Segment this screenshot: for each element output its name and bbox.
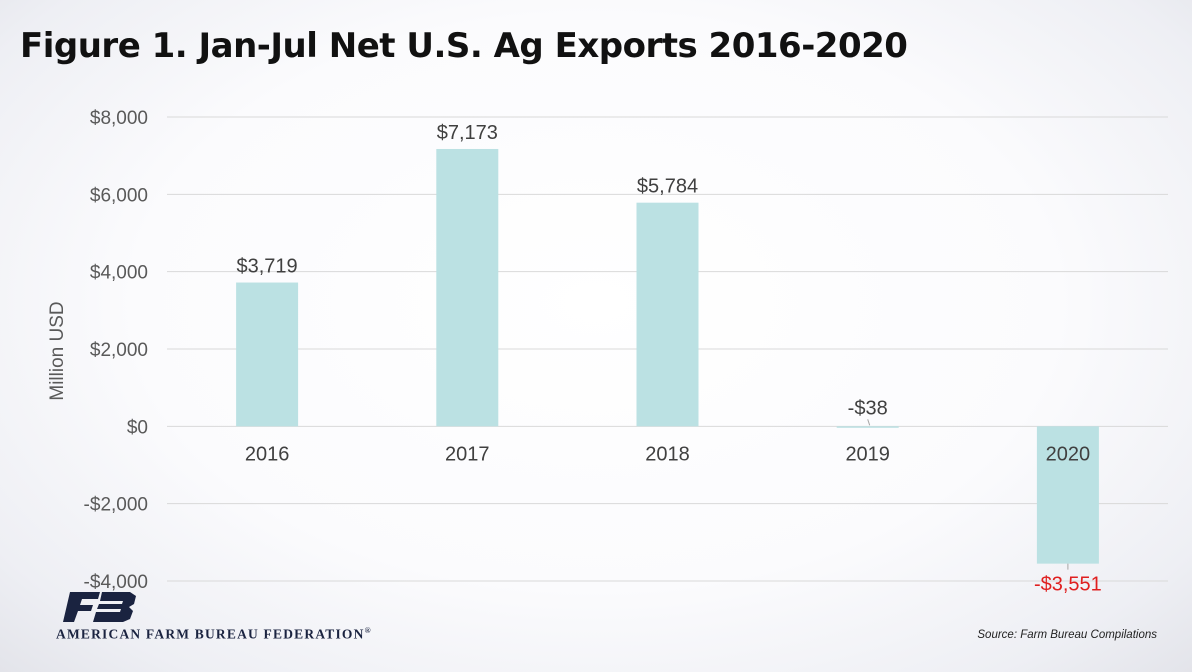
x-tick-label: 2018 xyxy=(645,443,690,465)
data-label: $7,173 xyxy=(437,122,498,144)
registered-mark: ® xyxy=(364,626,372,635)
bar-2020 xyxy=(1036,426,1099,564)
bars xyxy=(236,148,1099,564)
data-label: -$38 xyxy=(848,397,888,419)
y-tick-label: -$4,000 xyxy=(84,572,148,593)
x-tick-label: 2016 xyxy=(245,443,290,465)
y-axis-label: Million USD xyxy=(47,301,68,400)
bar-2018 xyxy=(636,202,699,427)
data-label: $5,784 xyxy=(637,176,698,198)
x-tick-label: 2017 xyxy=(445,443,490,465)
data-label: -$3,551 xyxy=(1034,574,1102,596)
logo-mark-b xyxy=(93,592,136,622)
data-label-leader xyxy=(867,419,871,426)
source-note: Source: Farm Bureau Compilations xyxy=(977,629,1157,641)
x-tick-label: 2019 xyxy=(845,443,890,465)
x-tick-label: 2020 xyxy=(1046,443,1091,465)
y-tick-label: $8,000 xyxy=(90,108,148,129)
page-title: Figure 1. Jan-Jul Net U.S. Ag Exports 20… xyxy=(20,26,908,66)
organization-name: AMERICAN FARM BUREAU FEDERATION® xyxy=(56,626,372,643)
farm-bureau-logo-mark xyxy=(63,592,136,622)
labels: $8,000 $6,000 $4,000 $2,000 $0 -$2,000 -$4,000… xyxy=(47,108,1102,596)
y-tick-label: $4,000 xyxy=(90,263,148,284)
logo-mark-f xyxy=(63,592,100,622)
y-tick-label: -$2,000 xyxy=(84,495,148,516)
data-label: $3,719 xyxy=(237,256,298,278)
bar-2019 xyxy=(836,426,899,428)
organization-name-text: AMERICAN FARM BUREAU FEDERATION xyxy=(56,626,365,642)
bar-2016 xyxy=(236,282,299,427)
y-tick-label: $2,000 xyxy=(90,340,148,361)
y-tick-label: $0 xyxy=(127,417,148,438)
bar-2017 xyxy=(436,148,499,427)
y-tick-label: $6,000 xyxy=(90,185,148,206)
